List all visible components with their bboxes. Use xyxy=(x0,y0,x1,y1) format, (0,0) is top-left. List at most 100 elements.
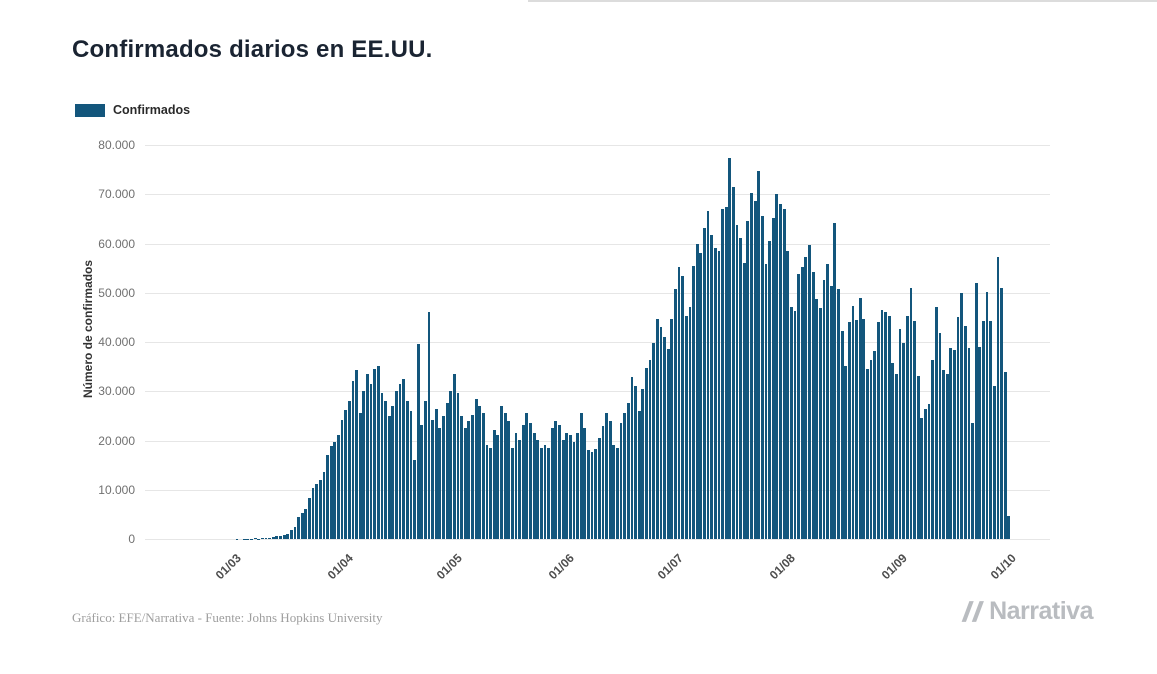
bar[interactable] xyxy=(583,427,587,539)
bar[interactable] xyxy=(659,326,663,539)
bar[interactable] xyxy=(289,530,293,539)
bar[interactable] xyxy=(590,451,594,539)
bar[interactable] xyxy=(492,430,496,539)
bar[interactable] xyxy=(670,318,674,539)
bar[interactable] xyxy=(710,234,714,539)
bar[interactable] xyxy=(405,400,409,539)
bar[interactable] xyxy=(945,374,949,539)
bar[interactable] xyxy=(833,223,837,539)
bar[interactable] xyxy=(822,280,826,539)
bar[interactable] xyxy=(746,221,750,539)
bar[interactable] xyxy=(481,413,485,539)
bar[interactable] xyxy=(789,307,793,539)
bar[interactable] xyxy=(840,330,844,539)
bar[interactable] xyxy=(811,272,815,539)
bar[interactable] xyxy=(967,347,971,539)
bar[interactable] xyxy=(398,384,402,539)
bar[interactable] xyxy=(507,420,511,539)
bar[interactable] xyxy=(815,299,819,539)
bar[interactable] xyxy=(779,203,782,539)
bar[interactable] xyxy=(449,390,453,539)
bar[interactable] xyxy=(616,447,619,539)
bar[interactable] xyxy=(329,446,333,539)
bar[interactable] xyxy=(862,318,866,539)
bar[interactable] xyxy=(362,390,366,539)
bar[interactable] xyxy=(572,441,576,539)
bar[interactable] xyxy=(344,409,348,539)
bar[interactable] xyxy=(760,216,764,539)
bar[interactable] xyxy=(891,362,895,539)
bar[interactable] xyxy=(594,449,598,539)
bar[interactable] xyxy=(626,403,630,539)
bar[interactable] xyxy=(351,380,355,539)
bar[interactable] xyxy=(539,447,543,539)
bar[interactable] xyxy=(496,435,500,539)
bar[interactable] xyxy=(648,359,652,539)
bar[interactable] xyxy=(800,267,804,539)
bar[interactable] xyxy=(326,455,329,539)
bar[interactable] xyxy=(826,263,830,539)
bar[interactable] xyxy=(706,211,710,539)
bar[interactable] xyxy=(340,419,344,539)
bar[interactable] xyxy=(876,321,880,539)
bar[interactable] xyxy=(463,427,467,539)
bar[interactable] xyxy=(297,516,300,539)
bar[interactable] xyxy=(485,445,489,539)
bar[interactable] xyxy=(500,405,503,539)
bar[interactable] xyxy=(905,316,909,539)
bar[interactable] xyxy=(619,423,623,539)
bar[interactable] xyxy=(260,538,264,539)
bar[interactable] xyxy=(264,537,268,539)
bar[interactable] xyxy=(358,413,362,539)
bar[interactable] xyxy=(996,257,1000,539)
bar[interactable] xyxy=(420,425,424,539)
bar[interactable] xyxy=(300,512,304,539)
bar[interactable] xyxy=(478,405,482,539)
bar[interactable] xyxy=(427,312,431,539)
bar[interactable] xyxy=(985,292,989,539)
bar[interactable] xyxy=(775,194,779,539)
bar[interactable] xyxy=(674,289,677,539)
bar[interactable] xyxy=(956,317,960,539)
bar[interactable] xyxy=(376,365,380,539)
bar[interactable] xyxy=(804,257,808,539)
bar[interactable] xyxy=(561,440,565,539)
bar[interactable] xyxy=(369,383,373,539)
bar[interactable] xyxy=(884,312,887,539)
bar[interactable] xyxy=(931,360,935,539)
bar[interactable] xyxy=(692,265,695,539)
bar[interactable] xyxy=(467,420,471,539)
bar[interactable] xyxy=(655,319,659,539)
bar[interactable] xyxy=(695,243,699,539)
bar[interactable] xyxy=(768,240,772,539)
bar[interactable] xyxy=(347,400,351,539)
bar[interactable] xyxy=(413,459,416,539)
bar[interactable] xyxy=(757,171,761,539)
bar[interactable] xyxy=(782,208,786,539)
bar[interactable] xyxy=(579,413,583,539)
bar[interactable] xyxy=(764,264,768,539)
bar[interactable] xyxy=(366,374,369,539)
bar[interactable] xyxy=(514,432,518,539)
bar[interactable] xyxy=(550,427,554,539)
bar[interactable] xyxy=(731,186,735,539)
bar[interactable] xyxy=(597,437,601,539)
bar[interactable] xyxy=(895,373,898,539)
bar[interactable] xyxy=(311,487,315,539)
bar[interactable] xyxy=(753,200,757,539)
bar[interactable] xyxy=(684,315,688,539)
bar[interactable] xyxy=(837,289,840,539)
bar[interactable] xyxy=(858,297,862,539)
bar[interactable] xyxy=(489,447,493,539)
bar[interactable] xyxy=(518,440,522,539)
bar[interactable] xyxy=(424,400,427,539)
bar[interactable] xyxy=(681,275,685,539)
bar[interactable] xyxy=(282,534,286,539)
bar[interactable] xyxy=(395,390,398,539)
bar[interactable] xyxy=(630,377,634,539)
bar[interactable] xyxy=(873,350,877,539)
bar[interactable] xyxy=(503,413,507,539)
bar[interactable] xyxy=(568,435,572,539)
bar[interactable] xyxy=(934,307,938,539)
bar[interactable] xyxy=(641,388,645,539)
